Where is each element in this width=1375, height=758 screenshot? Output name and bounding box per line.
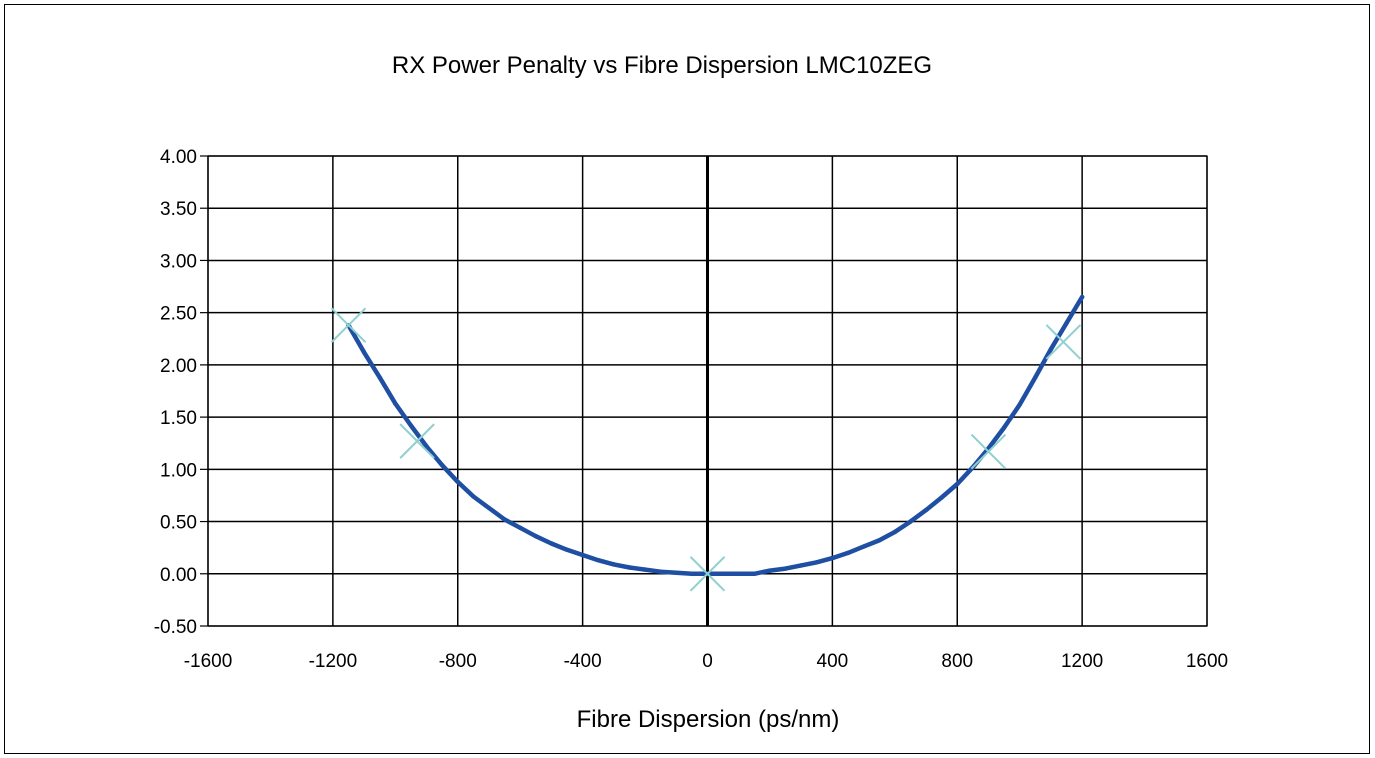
curve-data-point: [877, 538, 882, 543]
x-axis-label: Fibre Dispersion (ps/nm): [577, 706, 840, 733]
curve-data-point: [439, 462, 445, 468]
curve-data-point: [361, 350, 367, 355]
curve-data-point: [517, 525, 523, 531]
x-marker-point: [1045, 324, 1082, 360]
curve-data-point: [861, 544, 866, 549]
x-tick-label: 800: [941, 651, 973, 672]
y-tick-label: 0.00: [160, 565, 197, 586]
curve-data-point: [955, 481, 960, 487]
curve-data-point: [658, 569, 663, 574]
series-layer: [330, 294, 1085, 592]
x-marker-point: [330, 307, 367, 343]
curve-data-point: [845, 550, 851, 556]
curve-data-point: [1064, 320, 1069, 326]
x-tick-label: -1200: [309, 651, 358, 672]
y-tick-label: 1.00: [160, 460, 197, 481]
x-tick-label: 400: [817, 651, 849, 672]
curve-data-point: [798, 563, 804, 568]
x-marker-stroke: [399, 423, 435, 459]
x-tick-label: 1600: [1186, 651, 1228, 672]
y-tick-label: 3.50: [160, 199, 197, 220]
curve-data-point: [892, 529, 898, 535]
x-marker-stroke: [1045, 324, 1082, 360]
curve-data-point: [393, 401, 398, 406]
chart-title: RX Power Penalty vs Fibre Dispersion LMC…: [392, 52, 932, 79]
y-tick-label: 0.50: [160, 513, 197, 534]
curve-data-point: [486, 505, 492, 511]
x-tick-label: -400: [564, 651, 602, 672]
grid-layer: [200, 155, 1208, 627]
curve-data-point: [580, 552, 585, 558]
curve-data-point: [1048, 347, 1054, 352]
y-tick-label: 3.00: [160, 251, 197, 272]
y-tick-label: 2.00: [160, 356, 197, 377]
x-marker-point: [970, 433, 1007, 470]
curve-data-point: [377, 375, 382, 380]
curve-data-point: [1017, 402, 1022, 407]
curve-data-point: [830, 555, 835, 561]
y-tick-label: 4.00: [160, 147, 197, 168]
y-tick-label: -0.50: [154, 617, 197, 638]
curve-data-point: [1079, 294, 1085, 300]
x-tick-label: -800: [439, 651, 477, 672]
curve-data-point: [502, 517, 507, 522]
penalty-curve-line: [346, 294, 1085, 577]
curve-data-point: [611, 562, 617, 567]
curve-data-point: [814, 560, 819, 565]
curve-data-point: [596, 558, 601, 563]
curve-data-point: [627, 565, 632, 570]
curve-data-point: [533, 533, 538, 539]
curve-data-point: [939, 495, 944, 500]
chart-frame: [4, 4, 1370, 754]
curve-data-point: [1033, 375, 1038, 380]
x-marker-stroke: [689, 556, 726, 592]
curve-data-point: [408, 423, 414, 428]
x-marker-stroke: [330, 307, 367, 343]
curve-data-point: [689, 571, 695, 576]
curve-data-point: [564, 547, 570, 552]
x-marker-point: [689, 556, 726, 592]
curve-data-point: [783, 566, 788, 571]
x-marker-stroke: [970, 433, 1007, 470]
y-tick-label: 2.50: [160, 304, 197, 325]
curve-data-point: [455, 479, 460, 485]
curve-data-point: [736, 571, 741, 576]
curve-data-point: [752, 571, 757, 576]
curve-data-point: [720, 571, 726, 576]
curve-data-point: [908, 519, 913, 524]
curve-data-point: [923, 507, 929, 513]
curve-data-point: [767, 568, 773, 573]
x-tick-label: 1200: [1061, 651, 1103, 672]
x-marker-point: [399, 423, 435, 459]
x-tick-label: -1600: [184, 651, 233, 672]
tick-layer: 4.00 3.50 3.00 2.50 2.00 1.50 1.00 0.50 0.00 -0.5…: [154, 147, 1228, 672]
curve-data-point: [1001, 425, 1007, 430]
curve-data-point: [471, 494, 476, 499]
y-tick-label: 1.50: [160, 408, 197, 429]
x-tick-label: 0: [702, 651, 713, 672]
curve-data-point: [674, 570, 679, 575]
curve-data-point: [642, 567, 648, 572]
curve-data-point: [424, 444, 429, 449]
curve-data-point: [549, 541, 554, 546]
